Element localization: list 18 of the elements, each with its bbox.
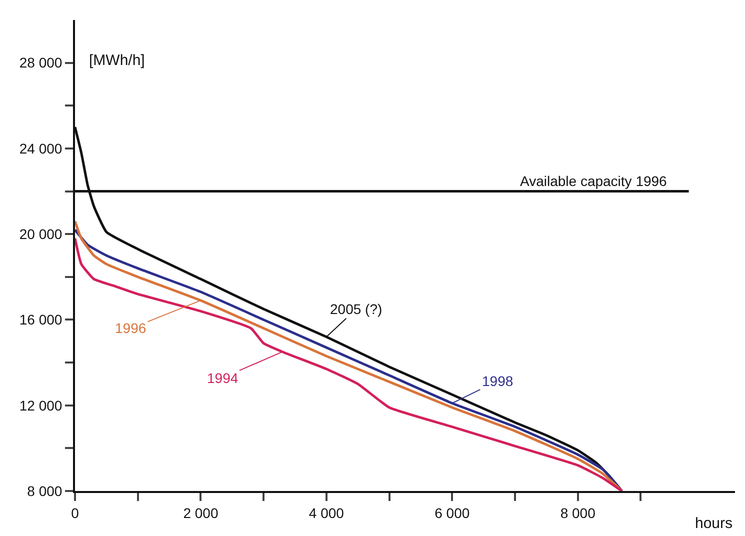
y-tick-label: 24 000 — [19, 140, 62, 156]
y-tick-label: 8 000 — [27, 482, 62, 499]
y-tick-label: 28 000 — [19, 54, 62, 71]
x-tick-label: 0 — [71, 504, 80, 521]
text: 1996 — [115, 320, 146, 336]
series-label: 1998 — [482, 373, 514, 389]
y-tick-label: 12 000 — [19, 397, 62, 414]
y-axis-title: [MWh/h] — [89, 52, 145, 69]
ref-line-label: Available capacity 1996 — [520, 173, 668, 189]
x-tick-label: 8 000 — [560, 504, 596, 521]
x-tick-label: 4 000 — [308, 504, 344, 521]
text: 1994 — [207, 370, 238, 386]
x-axis-title: hours — [695, 515, 733, 532]
series-label: 2005 (?) — [330, 301, 382, 317]
x-tick-label: 6 000 — [434, 504, 470, 521]
x-tick-label: 2 000 — [183, 504, 218, 521]
y-tick-label: 20 000 — [19, 226, 62, 242]
y-tick-label: 16 000 — [19, 312, 62, 328]
